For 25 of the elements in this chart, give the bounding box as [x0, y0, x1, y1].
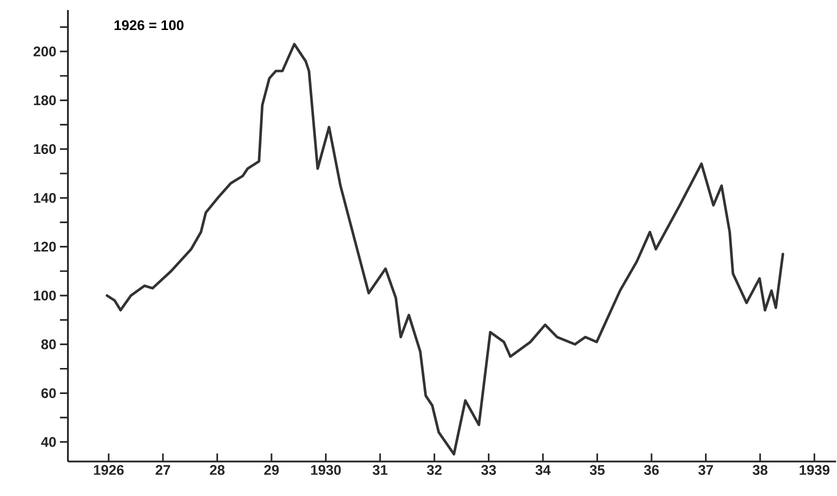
- x-tick-label: 29: [264, 464, 279, 475]
- x-tick-label: 33: [481, 464, 496, 475]
- x-tick-label: 38: [752, 464, 768, 475]
- y-tick-label: 180: [34, 95, 56, 106]
- x-tick-label: 31: [372, 464, 388, 475]
- y-tick-label: 200: [34, 46, 56, 56]
- y-tick-label: 100: [34, 290, 56, 300]
- y-tick-label: 120: [34, 242, 56, 252]
- y-tick-label: 140: [34, 192, 56, 203]
- x-tick-label: 35: [590, 464, 605, 475]
- x-tick-label: 1926: [94, 464, 124, 475]
- x-tick-label: 32: [426, 464, 442, 475]
- x-tick-label: 27: [156, 464, 170, 475]
- x-tick-label: 1930: [311, 464, 341, 475]
- y-tick-label: 60: [41, 388, 56, 398]
- y-tick-label: 80: [41, 339, 56, 350]
- y-tick-label: 40: [41, 436, 56, 447]
- x-tick-label: 1939: [800, 464, 830, 475]
- x-tick-label: 36: [644, 464, 659, 475]
- line-series: [106, 42, 784, 456]
- x-tick-label: 34: [535, 464, 551, 475]
- x-tick-label: 37: [698, 464, 713, 475]
- x-tick-label: 28: [210, 464, 225, 475]
- y-tick-label: 160: [34, 144, 56, 154]
- annotation: 1926 = 100: [114, 20, 184, 30]
